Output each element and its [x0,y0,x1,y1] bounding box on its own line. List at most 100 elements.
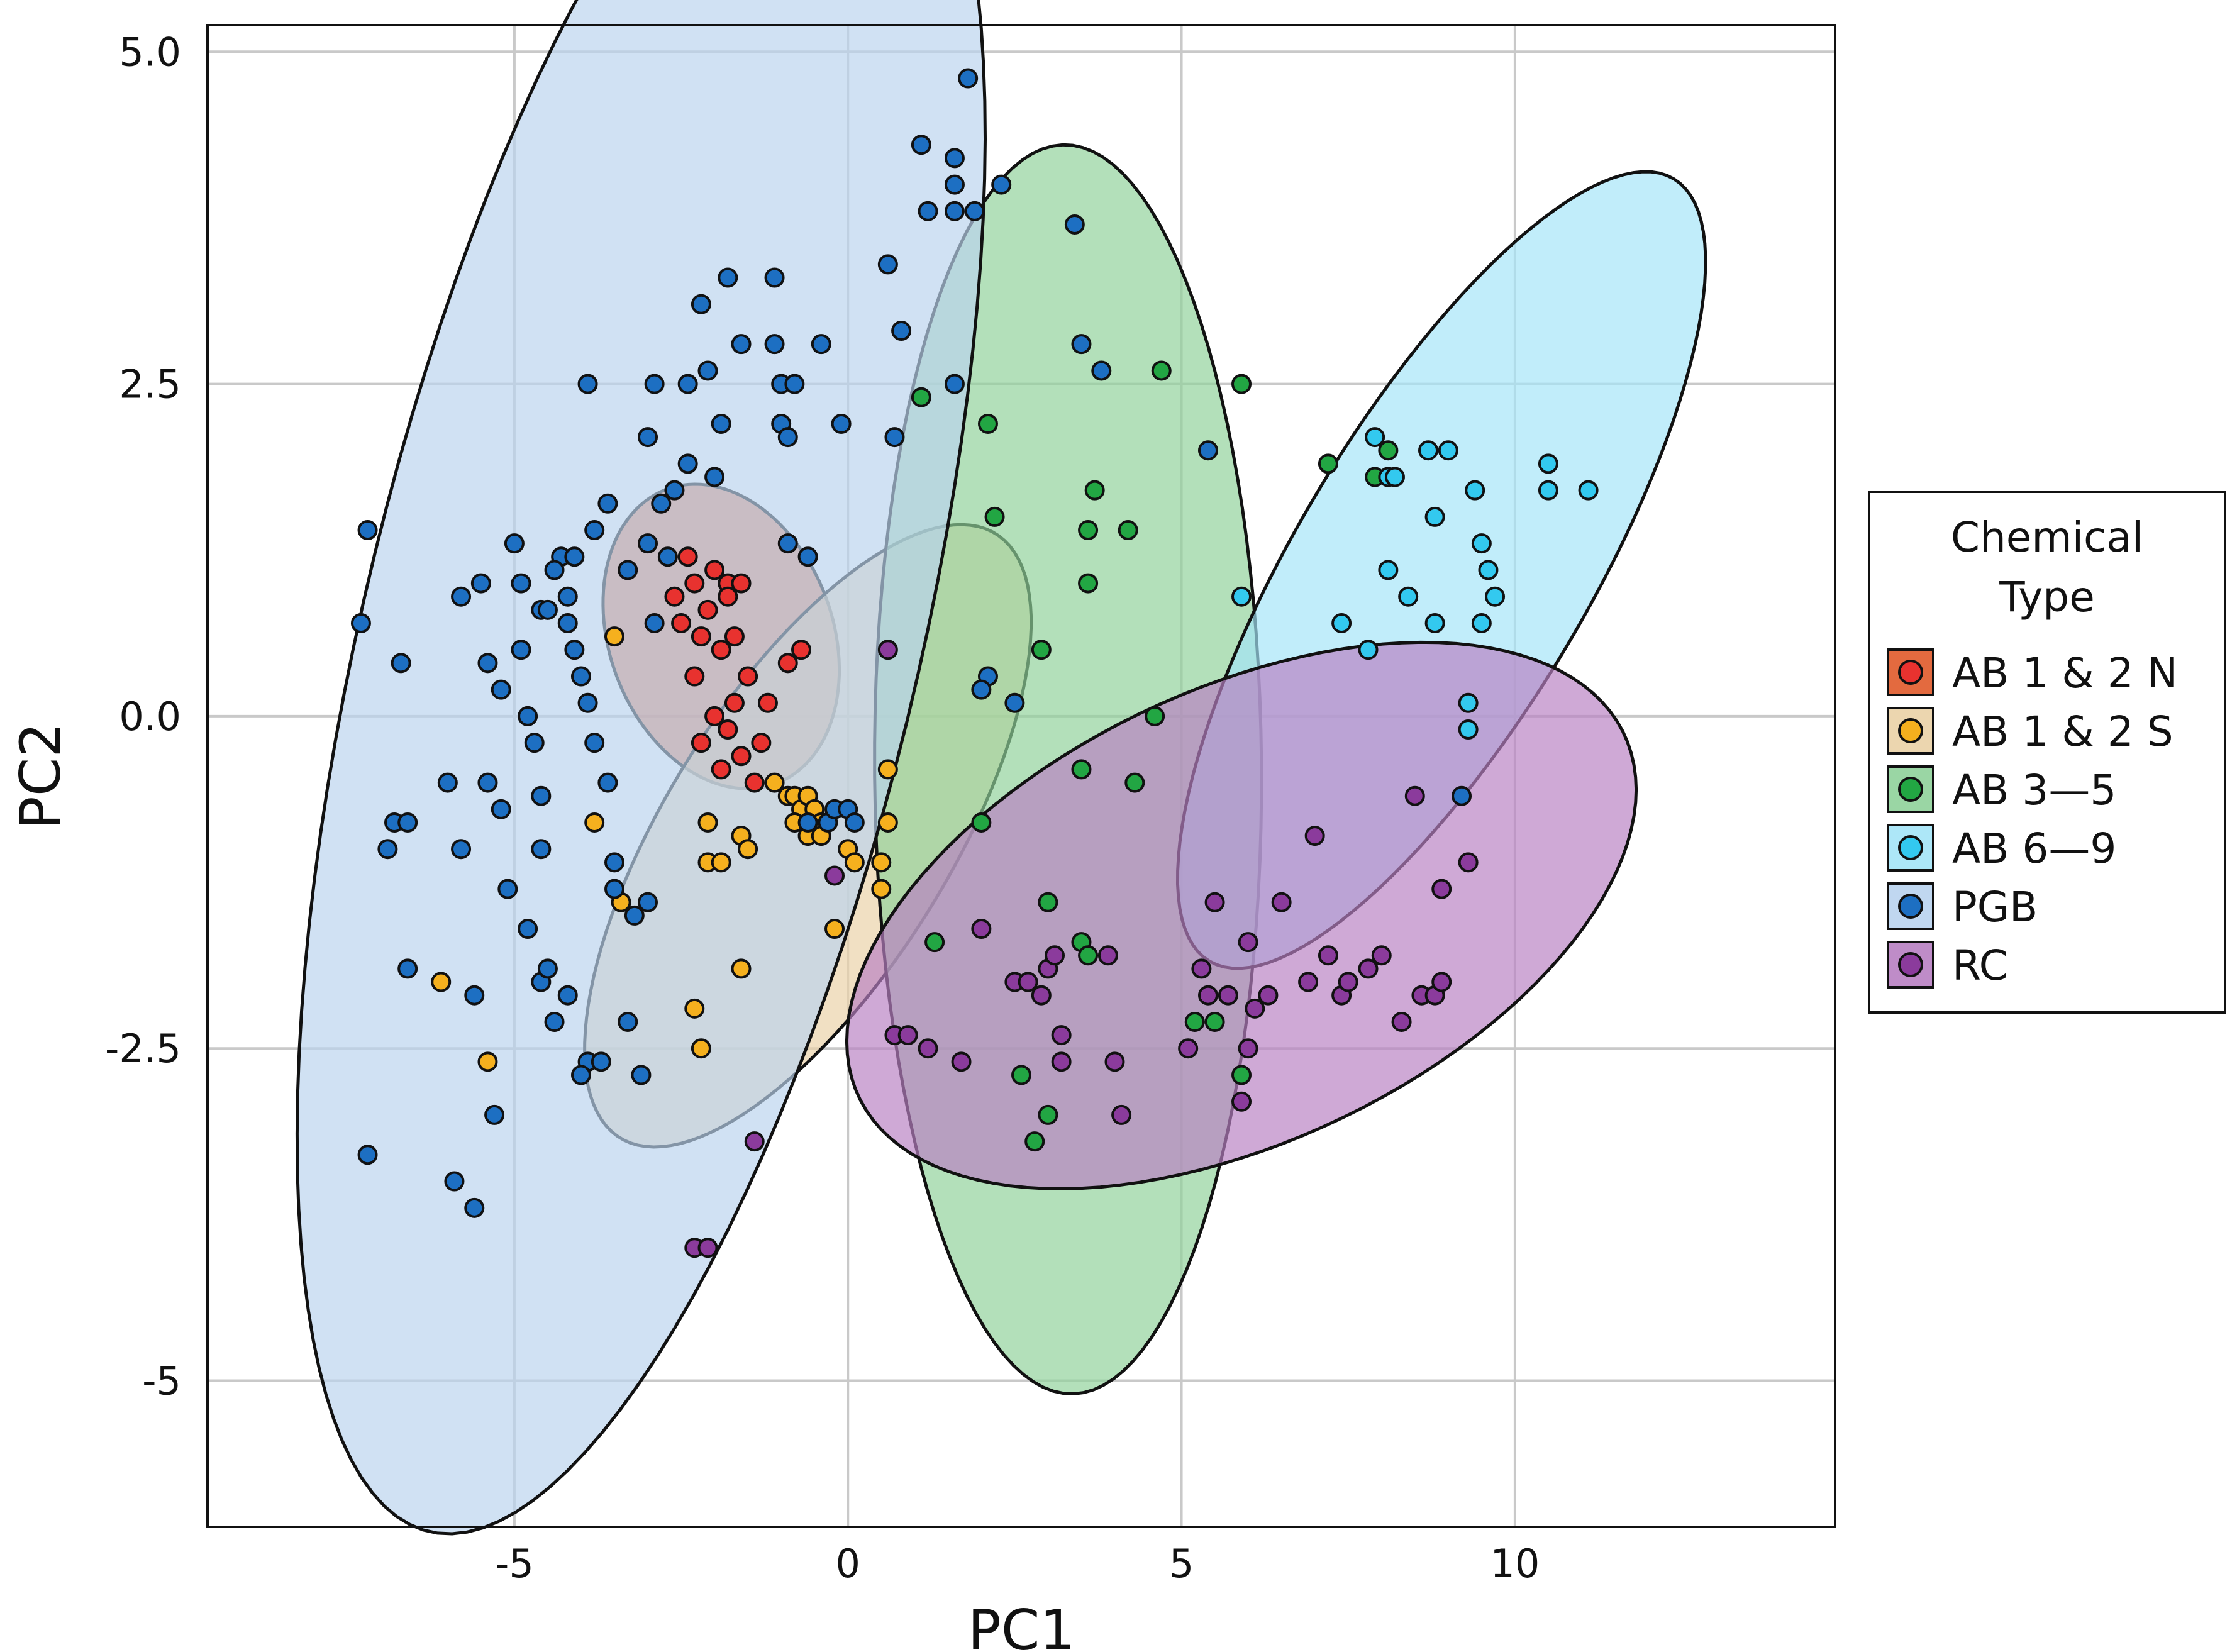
point-pgb [504,533,525,554]
point-ab-3-5 [1024,1131,1045,1152]
point-pgb [631,1065,652,1085]
point-ab-1-2-s [871,852,892,873]
point-pgb [491,679,511,700]
point-pgb [531,785,552,806]
point-ab-1-2-n [684,666,705,687]
point-pgb [777,427,798,448]
point-ab-3-5 [1118,520,1138,541]
point-ab-1-2-s [871,879,892,899]
point-ab-1-2-n [757,692,778,713]
point-rc [1097,945,1118,966]
point-pgb [991,174,1012,195]
x-tick-label: 10 [1490,1541,1540,1587]
point-pgb [1091,360,1112,381]
point-ab-6-9 [1231,586,1252,607]
legend-label-ab-3-5: AB 3—5 [1952,766,2116,814]
point-rc [1051,1051,1072,1072]
point-ab-6-9 [1578,480,1599,501]
point-rc [1231,1091,1252,1112]
axis-ticks: -5 0 5 10 -5 -2.5 0.0 2.5 5.0 [105,29,1540,1587]
point-pgb [604,852,624,873]
point-ab-1-2-n [724,692,745,713]
point-ab-1-2-n [731,746,752,767]
point-ab-1-2-s [711,852,731,873]
legend-swatch-rc [1887,941,1934,989]
point-rc [1031,985,1052,1006]
point-ab-6-9 [1478,560,1499,580]
legend-marker-ab-1-2-n [1898,660,1923,685]
point-ab-1-2-s [691,1038,711,1059]
point-ab-6-9 [1365,427,1385,448]
point-pgb [451,586,472,607]
point-pgb [518,706,538,726]
point-rc [1104,1051,1125,1072]
point-rc [1458,852,1479,873]
point-pgb [497,879,518,899]
point-pgb [577,374,598,394]
point-rc [824,865,845,886]
point-pgb [357,520,378,541]
point-pgb [557,985,578,1006]
point-ab-6-9 [1465,480,1485,501]
point-rc [951,1051,972,1072]
point-pgb [884,427,905,448]
point-pgb [944,201,965,221]
y-tick-label: 2.5 [119,362,181,407]
point-pgb [797,812,818,833]
point-ab-6-9 [1538,480,1558,501]
point-ab-1-2-n [791,640,811,660]
point-ab-1-2-n [777,653,798,674]
point-pgb [604,879,624,899]
point-ab-1-2-n [677,546,698,567]
point-pgb [1004,692,1025,713]
ellipse-rc [845,640,1638,1190]
point-ab-3-5 [1151,360,1172,381]
point-ab-1-2-n [704,706,725,726]
point-ab-1-2-n [744,772,765,793]
point-pgb [797,546,818,567]
point-pgb [544,1011,565,1032]
plot-frame [206,24,1836,1528]
point-pgb [944,174,965,195]
point-pgb [677,374,698,394]
legend-marker-rc [1898,952,1923,977]
point-rc [1258,985,1279,1006]
point-pgb [464,1197,485,1218]
point-ab-1-2-n [691,626,711,647]
point-pgb [557,586,578,607]
point-ab-3-5 [1078,573,1099,594]
point-ab-1-2-s [604,626,624,647]
point-ab-6-9 [1424,613,1445,633]
point-pgb [638,533,658,554]
point-rc [1371,945,1392,966]
point-ab-3-5 [1011,1065,1031,1085]
point-rc [1238,1038,1258,1059]
point-pgb [437,772,458,793]
x-tick-label: 5 [1169,1541,1194,1587]
point-pgb [657,546,678,567]
point-pgb [764,334,785,355]
point-rc [1045,945,1065,966]
point-pgb [537,599,558,620]
point-pgb [718,267,738,288]
point-pgb [391,653,411,674]
point-ab-3-5 [1078,945,1099,966]
point-pgb [911,135,931,155]
point-rc [1431,972,1452,992]
point-ab-3-5 [911,387,931,407]
point-pgb [811,334,831,355]
point-ab-3-5 [1038,1104,1058,1125]
point-ab-6-9 [1378,560,1399,580]
point-ab-1-2-n [718,586,738,607]
point-pgb [691,294,711,314]
point-pgb [944,148,965,169]
point-ab-1-2-s [738,839,758,860]
point-ab-6-9 [1331,613,1352,633]
point-rc [897,1025,918,1046]
point-ab-1-2-n [711,759,731,780]
point-pgb [624,905,645,926]
legend-label-ab-6-9: AB 6—9 [1952,824,2116,873]
point-rc [877,640,898,660]
point-rc [1318,945,1338,966]
